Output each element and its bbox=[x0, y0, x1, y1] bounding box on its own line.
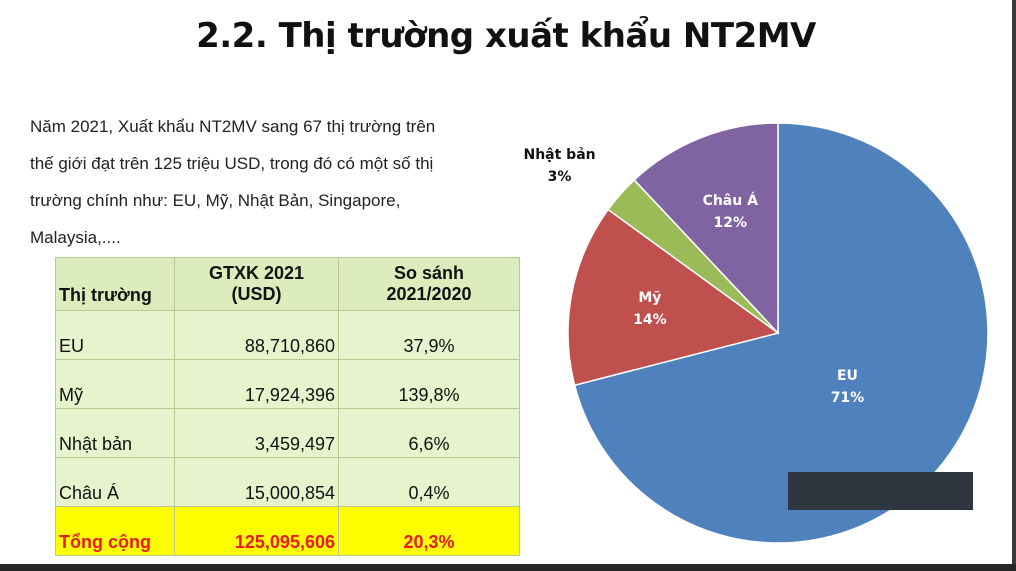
pie-label-name: Mỹ bbox=[638, 289, 662, 306]
pie-label-value: 14% bbox=[633, 311, 667, 328]
intro-line: Malaysia,.... bbox=[30, 228, 121, 247]
table-total-row: Tổng cộng 125,095,606 20,3% bbox=[55, 506, 520, 556]
cell-compare: 37,9% bbox=[338, 310, 520, 360]
table-header-row: Thị trường GTXK 2021 (USD) So sánh 2021/… bbox=[55, 257, 520, 311]
table-row: EU 88,710,860 37,9% bbox=[55, 310, 520, 360]
pie-slice-mỹ bbox=[567, 208, 780, 387]
pie-label-name: Châu Á bbox=[702, 192, 758, 209]
pie-chart: EU 71% Mỹ 14% Nhật bản 3% Châu Á 12% bbox=[523, 120, 1000, 560]
cell-value: 15,000,854 bbox=[174, 457, 339, 507]
intro-paragraph: Năm 2021, Xuất khẩu NT2MV sang 67 thị tr… bbox=[30, 108, 510, 256]
header-market: Thị trường bbox=[55, 257, 175, 311]
pie-chart-svg bbox=[567, 122, 989, 544]
pie-label-value: 71% bbox=[830, 390, 865, 407]
pie-label-name: Nhật bản bbox=[523, 146, 596, 163]
cell-compare: 139,8% bbox=[338, 359, 520, 409]
header-compare-text: So sánh 2021/2020 bbox=[386, 263, 472, 304]
cell-value: 3,459,497 bbox=[174, 408, 339, 458]
cell-market: Mỹ bbox=[55, 359, 175, 409]
header-value-text: GTXK 2021 (USD) bbox=[208, 263, 305, 304]
pie-label-name: EU bbox=[836, 368, 858, 385]
intro-line: Năm 2021, Xuất khẩu NT2MV sang 67 thị tr… bbox=[30, 117, 436, 136]
table-row: Nhật bản 3,459,497 6,6% bbox=[55, 408, 520, 458]
redaction-box bbox=[788, 472, 973, 510]
cell-compare: 0,4% bbox=[338, 457, 520, 507]
cell-market: Châu Á bbox=[55, 457, 175, 507]
bottom-bar bbox=[0, 564, 1016, 571]
cell-value: 17,924,396 bbox=[174, 359, 339, 409]
slide-title: 2.2. Thị trường xuất khẩu NT2MV bbox=[196, 16, 816, 56]
header-compare: So sánh 2021/2020 bbox=[338, 257, 520, 311]
total-value: 125,095,606 bbox=[174, 506, 339, 556]
pie-label-value: 3% bbox=[547, 168, 572, 185]
table-row: Mỹ 17,924,396 139,8% bbox=[55, 359, 520, 409]
header-value: GTXK 2021 (USD) bbox=[174, 257, 339, 311]
pie-label: Châu Á 12% bbox=[703, 190, 758, 234]
intro-line: thế giới đạt trên 125 triệu USD, trong đ… bbox=[30, 154, 434, 173]
pie-slice-eu bbox=[573, 122, 989, 544]
pie-label-value: 12% bbox=[713, 214, 747, 231]
pie-label: Nhật bản 3% bbox=[523, 144, 595, 188]
export-market-table: Thị trường GTXK 2021 (USD) So sánh 2021/… bbox=[55, 257, 520, 556]
total-compare: 20,3% bbox=[338, 506, 520, 556]
cell-market: EU bbox=[55, 310, 175, 360]
cell-value: 88,710,860 bbox=[174, 310, 339, 360]
intro-line: trường chính như: EU, Mỹ, Nhật Bản, Sing… bbox=[30, 191, 401, 210]
pie-slice-châu-á bbox=[633, 122, 779, 335]
cell-market: Nhật bản bbox=[55, 408, 175, 458]
window-edge bbox=[1012, 0, 1016, 571]
total-label: Tổng cộng bbox=[55, 506, 175, 556]
table-row: Châu Á 15,000,854 0,4% bbox=[55, 457, 520, 507]
pie-label: Mỹ 14% bbox=[633, 287, 667, 331]
cell-compare: 6,6% bbox=[338, 408, 520, 458]
pie-label: EU 71% bbox=[831, 365, 865, 409]
